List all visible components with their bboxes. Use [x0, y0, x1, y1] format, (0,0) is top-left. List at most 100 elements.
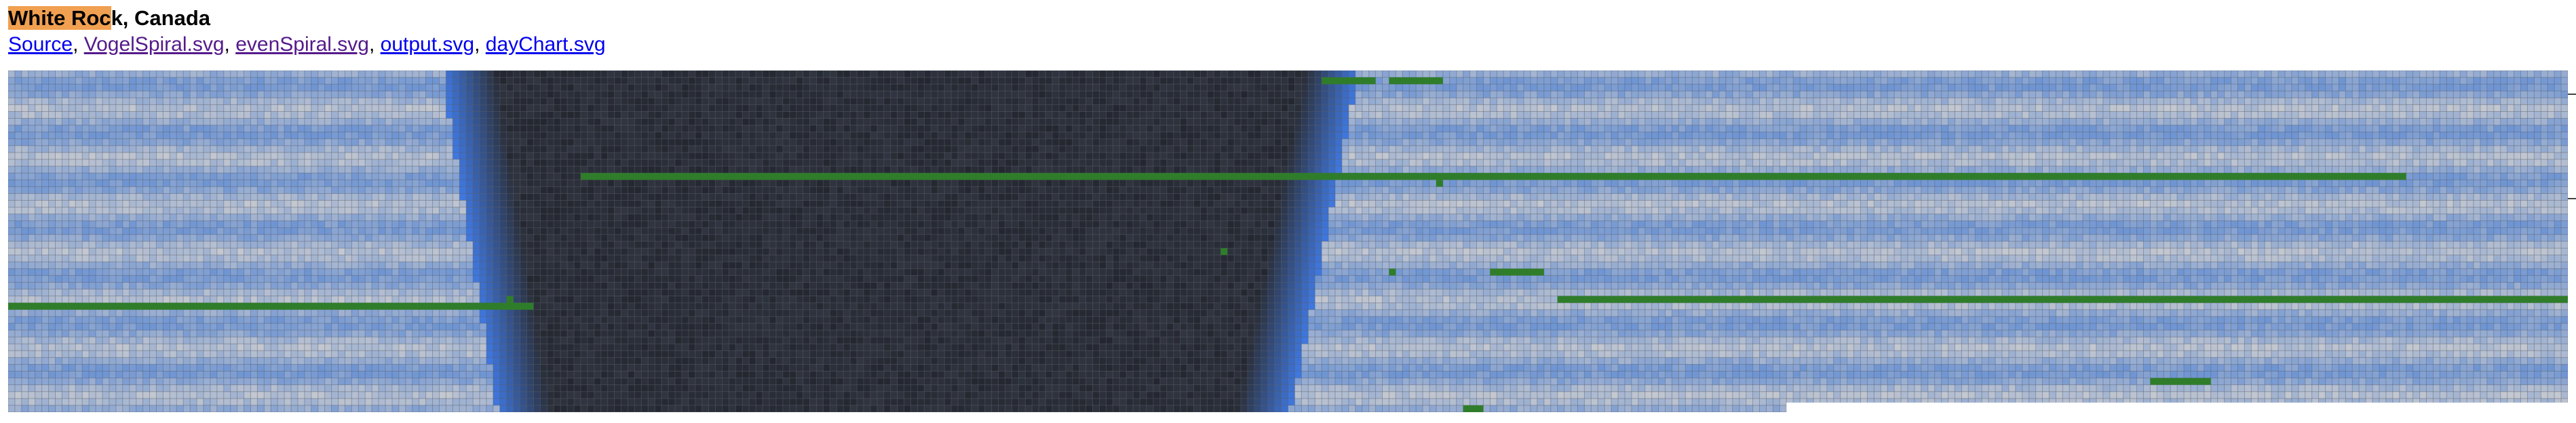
heatmap-cell — [2258, 111, 2265, 119]
heatmap-cell — [1416, 104, 1423, 112]
heatmap-cell — [2318, 125, 2326, 133]
heatmap-cell — [1362, 152, 1369, 160]
heatmap-cell — [1092, 132, 1100, 140]
heatmap-cell — [1773, 111, 1780, 119]
heatmap-cell — [1382, 138, 1389, 146]
heatmap-cell — [379, 118, 386, 125]
heatmap-cell — [1402, 98, 1410, 105]
heatmap-cell — [1961, 152, 1969, 160]
heatmap-cell — [715, 132, 723, 140]
link-day-chart[interactable]: dayChart.svg — [485, 33, 606, 56]
heatmap-cell — [14, 118, 22, 125]
heatmap-cell — [2392, 84, 2400, 92]
heatmap-cell — [1012, 118, 1019, 125]
heatmap-cell — [1214, 145, 1221, 153]
heatmap-cell — [1927, 145, 1935, 153]
heatmap-cell — [1881, 138, 1888, 146]
heatmap-cell — [526, 145, 534, 153]
heatmap-cell — [1786, 111, 1794, 119]
heatmap-cell — [2116, 118, 2123, 125]
heatmap-cell — [1247, 91, 1255, 98]
link-vogel-spiral[interactable]: VogelSpiral.svg — [83, 33, 225, 56]
heatmap-cell — [257, 104, 265, 112]
heatmap-cell — [567, 118, 575, 125]
heatmap-cell — [1901, 145, 1908, 153]
heatmap-cell — [1113, 118, 1120, 125]
heatmap-cell — [2035, 104, 2043, 112]
heatmap-cell — [1591, 152, 1598, 160]
heatmap-cell — [2109, 104, 2117, 112]
heatmap-cell — [480, 152, 487, 160]
heatmap-cell — [1543, 132, 1552, 140]
heatmap-cell — [816, 138, 824, 146]
heatmap-cell — [2440, 98, 2447, 105]
heatmap-cell — [991, 118, 999, 125]
heatmap-cell — [1052, 118, 1060, 125]
heatmap-cell — [1429, 111, 1437, 119]
heatmap-cell — [136, 138, 143, 146]
heatmap-cell — [331, 125, 339, 133]
heatmap-cell — [1052, 145, 1060, 153]
heatmap-cell — [2258, 118, 2265, 125]
heatmap-cell — [1860, 104, 1868, 112]
heatmap-cell — [2102, 77, 2111, 85]
heatmap-cell — [2426, 152, 2434, 160]
heatmap-cell — [547, 70, 554, 78]
heatmap-cell — [2022, 138, 2029, 146]
heatmap-cell — [2446, 91, 2454, 98]
heatmap-cell — [1294, 98, 1302, 105]
heatmap-cell — [722, 138, 729, 146]
heatmap-cell — [513, 152, 520, 160]
heatmap-cell — [2298, 145, 2306, 153]
heatmap-cell — [695, 125, 702, 133]
heatmap-cell — [2419, 70, 2427, 78]
heatmap-cell — [1490, 84, 1497, 92]
heatmap-cell — [311, 132, 319, 140]
heatmap-cell — [2123, 77, 2130, 85]
heatmap-cell — [2035, 84, 2043, 92]
heatmap-cell — [1948, 77, 1955, 85]
heatmap-cell — [28, 159, 36, 167]
heatmap-cell — [1126, 77, 1134, 85]
heatmap-cell — [1193, 152, 1201, 160]
heatmap-cell — [1692, 132, 1699, 140]
heatmap-cell — [1894, 98, 1902, 105]
heatmap-cell — [69, 77, 76, 85]
link-source[interactable]: Source — [8, 33, 73, 56]
heatmap-cell — [1584, 138, 1592, 146]
heatmap-cell — [1718, 152, 1727, 160]
heatmap-cell — [520, 145, 527, 153]
heatmap-cell — [2001, 111, 2010, 119]
heatmap-cell — [803, 84, 810, 92]
heatmap-cell — [2001, 132, 2010, 140]
heatmap-cell — [2278, 91, 2286, 98]
link-output[interactable]: output.svg — [380, 33, 475, 56]
heatmap-cell — [372, 118, 379, 125]
heatmap-cell — [1254, 104, 1262, 112]
heatmap-cell — [486, 145, 494, 153]
heatmap-cell — [1941, 77, 1948, 85]
heatmap-cell — [21, 84, 29, 92]
heatmap-cell — [2500, 91, 2507, 98]
heatmap-cell — [681, 125, 689, 133]
heatmap-cell — [156, 138, 164, 146]
heatmap-cell — [2170, 125, 2178, 133]
heatmap-cell — [1927, 152, 1935, 160]
heatmap-cell — [1382, 70, 1389, 78]
heatmap-cell — [1577, 91, 1585, 98]
heatmap-cell — [2157, 91, 2164, 98]
heatmap-cell — [230, 77, 237, 85]
heatmap-cell — [432, 84, 440, 92]
heatmap-cell — [1362, 104, 1369, 112]
heatmap-cell — [2372, 111, 2380, 119]
heatmap-cell — [459, 104, 467, 112]
heatmap-cell — [1267, 118, 1275, 125]
heatmap-cell — [1786, 91, 1794, 98]
heatmap-cell — [1692, 77, 1699, 85]
heatmap-cell — [1261, 145, 1269, 153]
heatmap-cell — [2493, 111, 2501, 119]
link-even-spiral[interactable]: evenSpiral.svg — [235, 33, 369, 56]
heatmap-cell — [823, 145, 830, 153]
heatmap-cell — [688, 152, 696, 160]
heatmap-cell — [2170, 152, 2178, 160]
